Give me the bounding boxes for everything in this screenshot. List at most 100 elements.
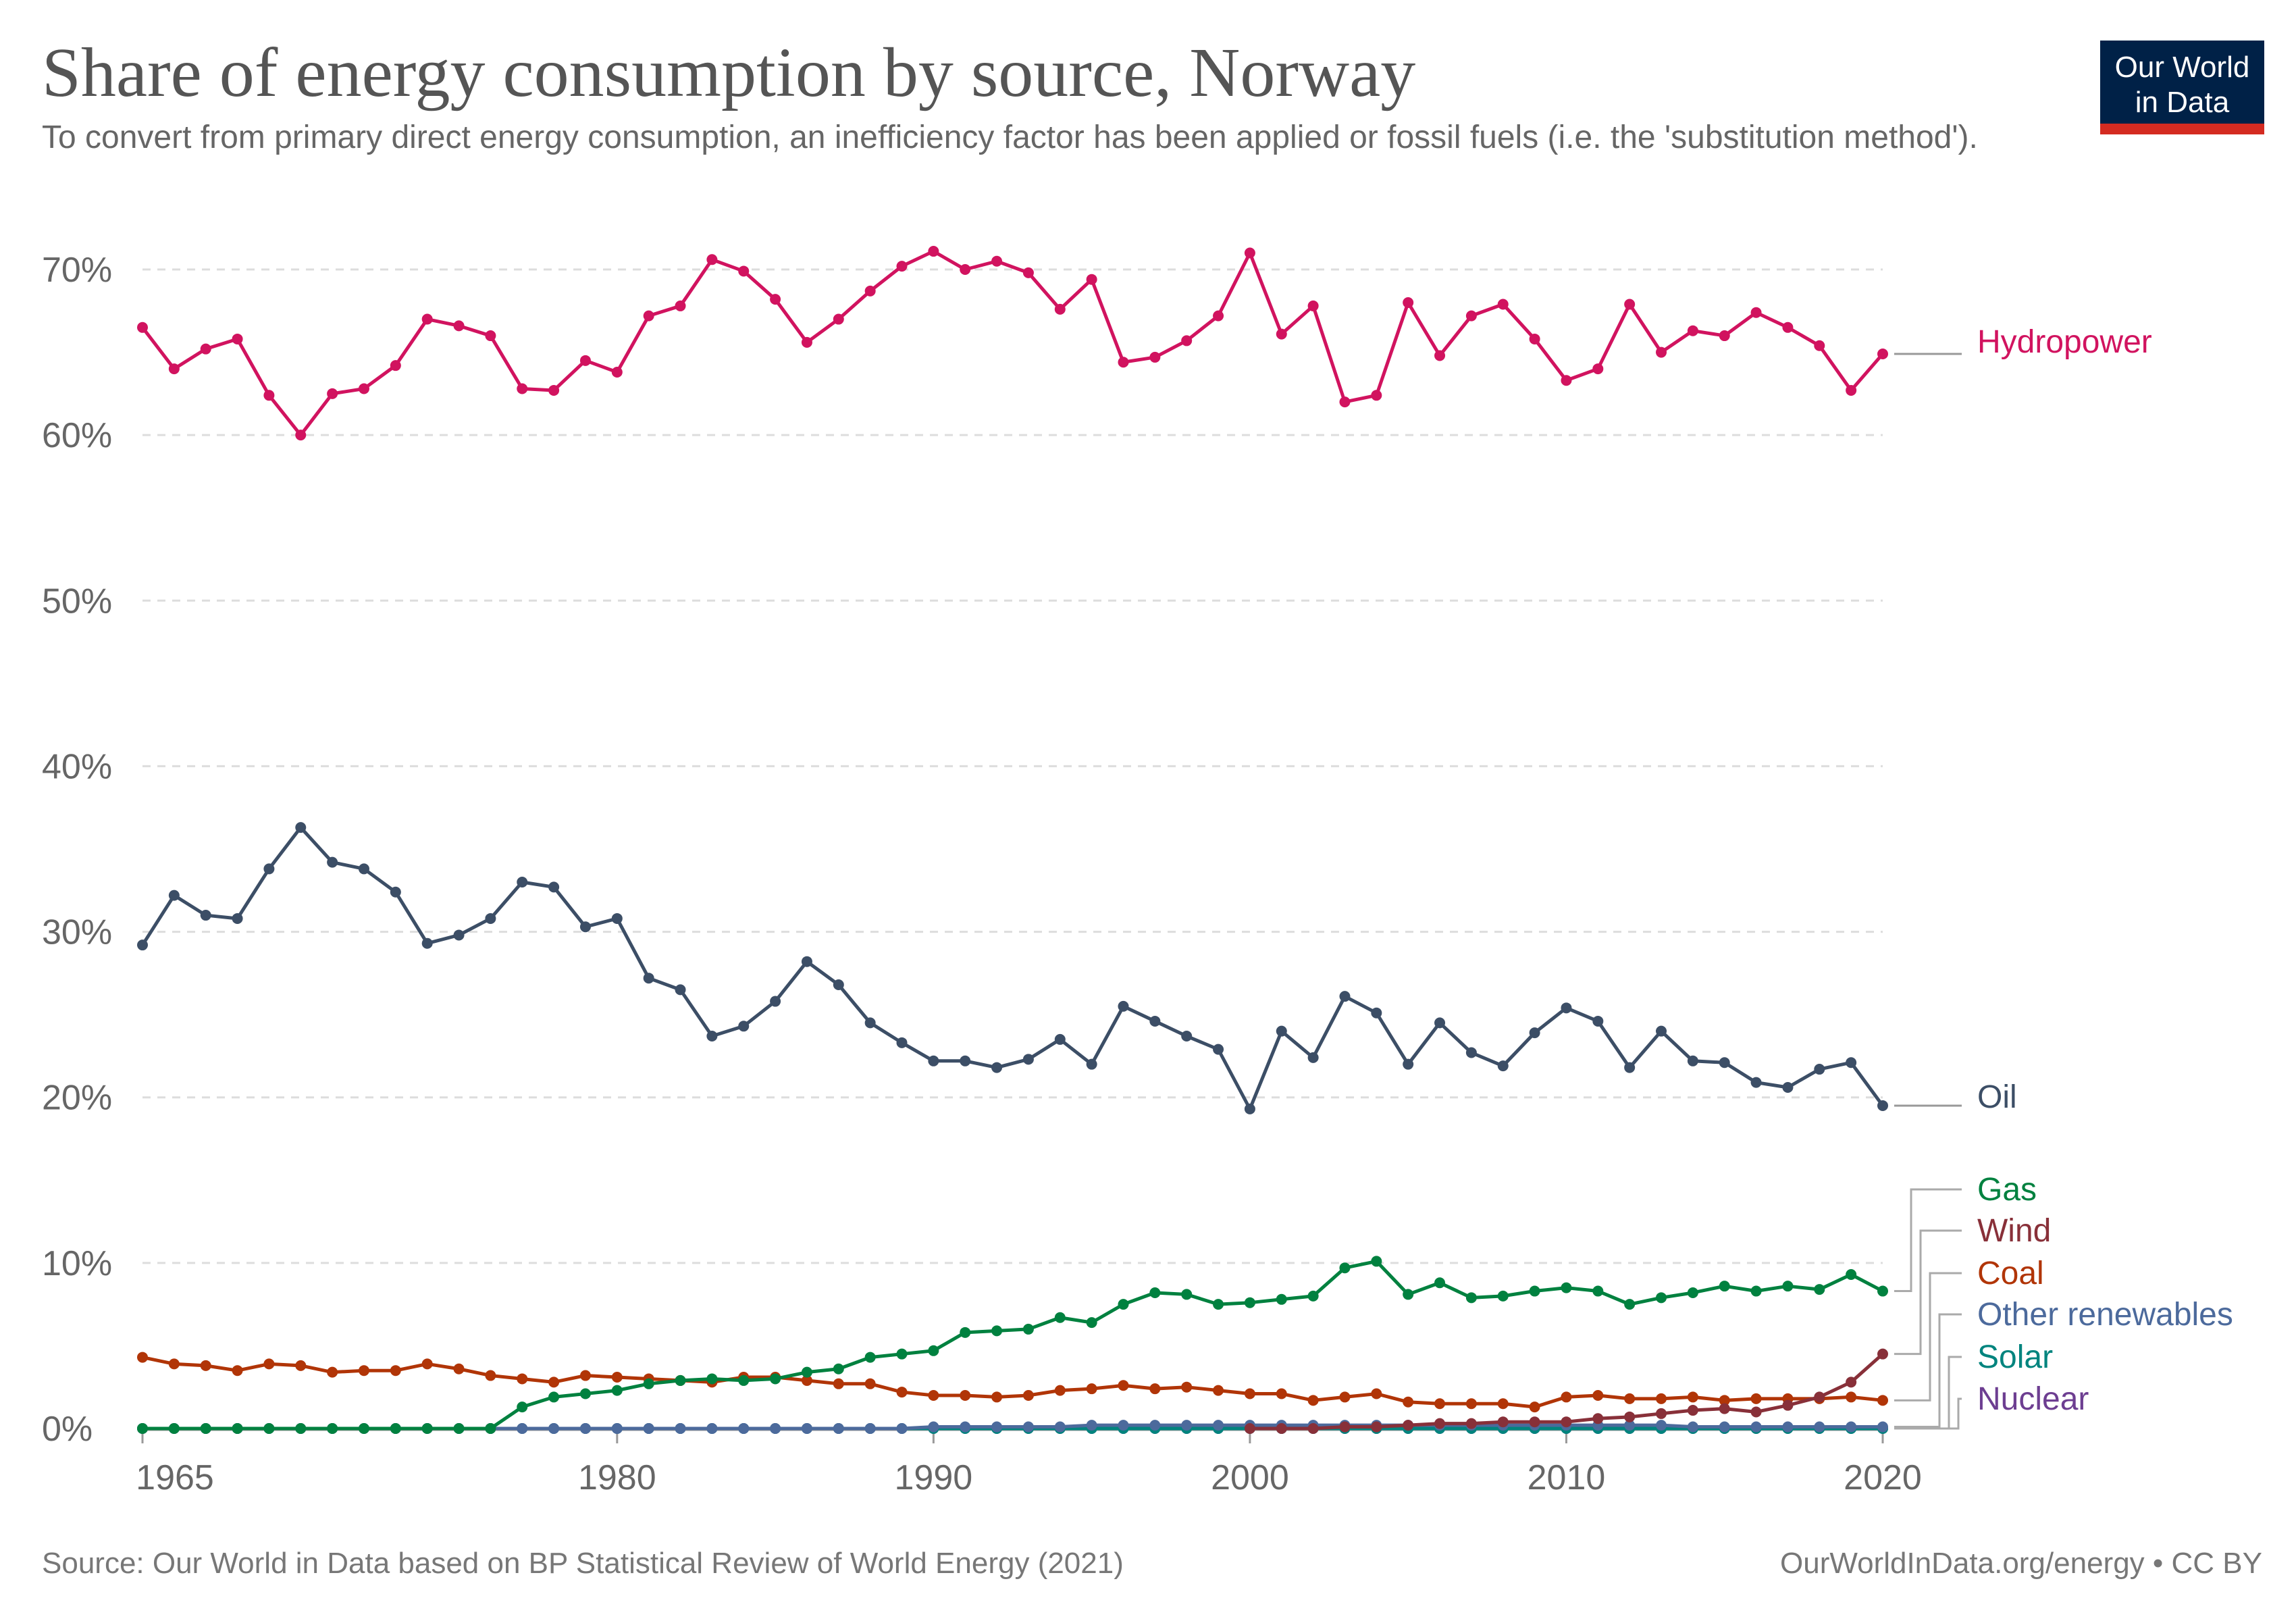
data-point — [579, 355, 591, 366]
data-point — [1307, 1423, 1319, 1434]
data-point — [232, 333, 243, 344]
series-line-oil — [140, 825, 1885, 1111]
data-point — [168, 1423, 180, 1434]
data-point — [1782, 1281, 1794, 1292]
data-point — [864, 1378, 876, 1389]
data-point — [1782, 1399, 1794, 1411]
data-point — [1465, 1292, 1477, 1304]
data-point — [1814, 1391, 1825, 1403]
data-point — [896, 1037, 908, 1048]
data-point — [327, 856, 338, 868]
data-point — [991, 1062, 1003, 1073]
data-point — [1244, 1103, 1255, 1114]
series-line-gas — [142, 1259, 1884, 1431]
data-point — [548, 881, 560, 893]
data-point — [1276, 328, 1287, 340]
data-point — [1561, 1002, 1572, 1014]
data-point — [295, 822, 307, 833]
data-point — [1561, 1282, 1572, 1293]
license-link[interactable]: OurWorldInData.org/energy • CC BY — [1780, 1547, 2262, 1580]
data-point — [1465, 1047, 1477, 1058]
data-point — [864, 1423, 876, 1434]
data-point — [801, 956, 812, 967]
data-point — [1877, 1100, 1888, 1111]
data-point — [1592, 1389, 1604, 1401]
data-point — [928, 246, 939, 257]
data-point — [770, 996, 781, 1007]
data-point — [1877, 1421, 1888, 1433]
data-point — [1877, 349, 1888, 360]
data-point — [200, 343, 211, 355]
data-point — [1054, 1033, 1066, 1045]
data-point — [517, 877, 528, 888]
data-point — [232, 1365, 243, 1376]
connector-line — [1894, 1272, 1962, 1401]
data-point — [706, 1031, 718, 1042]
data-point — [1434, 1398, 1446, 1410]
data-point — [1561, 375, 1572, 386]
data-point — [1403, 1058, 1414, 1070]
data-point — [643, 1423, 654, 1434]
data-point — [1307, 1290, 1319, 1302]
data-point — [1592, 1285, 1604, 1297]
data-point — [327, 1423, 338, 1434]
data-point — [1181, 1381, 1193, 1393]
data-point — [1846, 384, 1857, 396]
y-tick-label: 30% — [42, 913, 112, 952]
data-point — [1403, 1420, 1414, 1431]
data-point — [327, 388, 338, 399]
legend-label-nuclear: Nuclear — [1977, 1381, 2089, 1417]
data-point — [1465, 1398, 1477, 1410]
data-point — [1149, 1287, 1161, 1298]
data-point — [517, 1401, 528, 1413]
data-point — [643, 310, 654, 321]
data-point — [675, 1423, 686, 1434]
data-point — [1276, 1388, 1287, 1399]
data-point — [801, 336, 812, 348]
y-tick-label: 70% — [42, 251, 112, 290]
data-point — [1213, 1420, 1224, 1431]
data-point — [1592, 363, 1604, 375]
data-point — [1497, 1416, 1509, 1428]
data-point — [1086, 1383, 1097, 1395]
data-point — [1054, 1385, 1066, 1396]
data-point — [390, 1365, 401, 1376]
data-point — [1434, 350, 1446, 361]
y-tick-label: 50% — [42, 582, 112, 621]
data-point — [1244, 247, 1255, 259]
data-point — [137, 1352, 148, 1363]
data-point — [1022, 1421, 1034, 1433]
data-point — [1656, 346, 1667, 358]
data-point — [1814, 1284, 1825, 1295]
data-point — [200, 1360, 211, 1371]
data-point — [896, 261, 908, 272]
data-point — [833, 313, 844, 325]
data-point — [1244, 1423, 1255, 1434]
data-point — [1244, 1388, 1255, 1399]
source-note: Source: Our World in Data based on BP St… — [42, 1547, 1124, 1580]
series-line-coal — [142, 1356, 1883, 1409]
data-point — [1054, 1312, 1066, 1323]
data-point — [1371, 1256, 1382, 1267]
data-point — [1434, 1277, 1446, 1289]
data-point — [1877, 1348, 1888, 1360]
x-tick-label: 1990 — [895, 1458, 973, 1497]
data-point — [327, 1366, 338, 1378]
data-point — [1719, 1281, 1730, 1292]
data-point — [1750, 1421, 1762, 1433]
data-point — [1719, 330, 1730, 342]
data-point — [1307, 1395, 1319, 1406]
data-point — [1118, 1380, 1129, 1391]
data-point — [1529, 1401, 1540, 1413]
data-point — [390, 360, 401, 371]
legend-label-other-renewables: Other renewables — [1977, 1297, 2233, 1333]
data-point — [137, 940, 148, 951]
data-point — [1846, 1421, 1857, 1433]
data-point — [390, 1423, 401, 1434]
data-point — [232, 912, 243, 924]
data-point — [1213, 1299, 1224, 1310]
data-point — [548, 1423, 560, 1434]
owid-logo[interactable]: Our World in Data — [2100, 41, 2264, 134]
connector-line — [1894, 1397, 1962, 1430]
x-tick-label: 2000 — [1211, 1458, 1289, 1497]
